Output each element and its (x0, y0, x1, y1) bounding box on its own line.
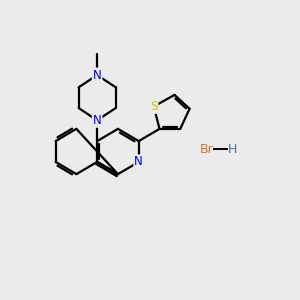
Text: Br: Br (200, 143, 214, 156)
Text: S: S (150, 100, 158, 113)
Text: N: N (93, 114, 101, 127)
Text: N: N (93, 68, 101, 82)
Text: H: H (228, 143, 237, 156)
Text: N: N (134, 155, 143, 168)
